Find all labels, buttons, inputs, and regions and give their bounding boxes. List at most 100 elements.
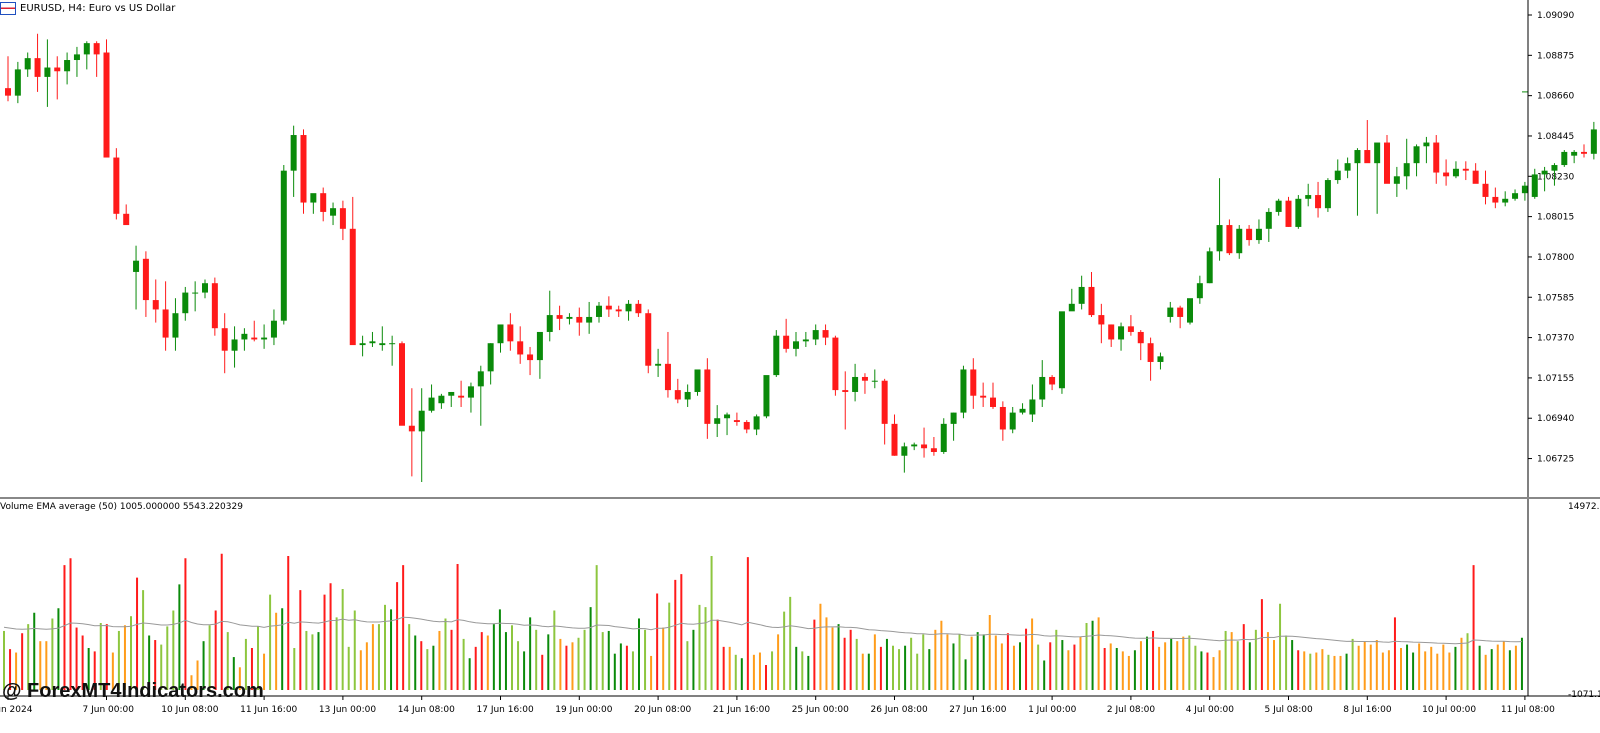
candle-body bbox=[891, 423, 898, 456]
watermark: @ ForexMT4Indicators.com bbox=[2, 680, 264, 702]
candle-body bbox=[861, 376, 868, 381]
candle bbox=[586, 301, 593, 334]
candle bbox=[14, 61, 21, 104]
candle-body bbox=[467, 386, 474, 398]
candle bbox=[517, 326, 524, 364]
candle bbox=[349, 196, 356, 346]
candle-body bbox=[93, 43, 100, 55]
candle-body bbox=[921, 444, 928, 449]
candle-body bbox=[73, 54, 80, 61]
candle bbox=[645, 309, 652, 374]
candle bbox=[793, 331, 799, 357]
candle-body bbox=[448, 391, 455, 396]
candle-body bbox=[1324, 180, 1331, 209]
candle-body bbox=[1472, 170, 1479, 184]
candle-body bbox=[172, 313, 179, 338]
candle-body bbox=[1068, 303, 1075, 312]
candle-body bbox=[615, 309, 622, 312]
candle bbox=[1177, 305, 1184, 329]
candle bbox=[615, 305, 622, 317]
candle-body bbox=[64, 60, 71, 72]
candle bbox=[1551, 163, 1558, 186]
candle bbox=[1571, 150, 1578, 164]
candle bbox=[428, 384, 435, 413]
candle-body bbox=[1226, 225, 1233, 254]
candle bbox=[970, 358, 977, 409]
time-tick-label: 11 Jun 16:00 bbox=[240, 705, 297, 715]
candle bbox=[605, 296, 612, 317]
candle bbox=[1334, 159, 1341, 184]
time-tick-label: 10 Jul 00:00 bbox=[1422, 705, 1476, 715]
indicator-scale-bottom: -1071.19 bbox=[1568, 690, 1600, 700]
candle-body bbox=[438, 395, 445, 404]
candle bbox=[556, 305, 563, 331]
candle bbox=[871, 369, 878, 389]
chart-window-icon[interactable] bbox=[0, 2, 16, 15]
candle bbox=[1561, 150, 1568, 167]
candle bbox=[221, 313, 228, 374]
candle-body bbox=[320, 193, 327, 212]
candle bbox=[24, 52, 31, 77]
candle bbox=[1305, 183, 1312, 207]
candle-body bbox=[763, 375, 770, 417]
candle bbox=[842, 371, 849, 430]
candle bbox=[655, 348, 662, 377]
pane-separator bbox=[0, 497, 1600, 499]
candle-body bbox=[1108, 324, 1115, 340]
candle-body bbox=[645, 313, 652, 366]
candle bbox=[1590, 121, 1597, 160]
candle bbox=[251, 320, 258, 342]
candle bbox=[1452, 161, 1459, 179]
candle-body bbox=[911, 444, 918, 447]
candle bbox=[743, 420, 750, 434]
candle bbox=[1502, 191, 1509, 207]
candle-body bbox=[310, 193, 317, 203]
candle bbox=[399, 341, 405, 426]
candle-body bbox=[960, 369, 967, 413]
candle bbox=[458, 380, 465, 407]
candle-body bbox=[1433, 142, 1440, 173]
candle bbox=[73, 46, 80, 77]
candle-body bbox=[1029, 399, 1036, 415]
candle bbox=[448, 391, 455, 407]
candle-body bbox=[596, 305, 602, 317]
candle-body bbox=[1443, 172, 1450, 177]
candle-body bbox=[202, 283, 208, 293]
candle bbox=[546, 290, 553, 342]
candle bbox=[1226, 219, 1233, 256]
candle bbox=[418, 388, 425, 482]
candle-body bbox=[1295, 198, 1302, 227]
time-tick-label: 14 Jun 08:00 bbox=[398, 705, 455, 715]
chart-title-bar: EURUSD, H4: Euro vs US Dollar bbox=[0, 2, 175, 15]
time-tick-label: 26 Jun 08:00 bbox=[871, 705, 928, 715]
candle bbox=[1462, 161, 1469, 181]
candle-body bbox=[1118, 326, 1125, 340]
candle-body bbox=[1452, 168, 1459, 177]
time-tick-label: 2 Jul 08:00 bbox=[1107, 705, 1156, 715]
candle-body bbox=[842, 390, 849, 392]
candle-body bbox=[192, 292, 199, 294]
candle-body bbox=[753, 416, 760, 430]
candle-body bbox=[566, 316, 573, 319]
candle-body bbox=[1590, 129, 1597, 154]
candle-body bbox=[1098, 315, 1105, 325]
candle bbox=[172, 298, 179, 351]
candle-body bbox=[950, 412, 957, 424]
candle bbox=[1216, 178, 1223, 261]
candle bbox=[202, 279, 208, 299]
candle-body bbox=[576, 316, 583, 323]
candle bbox=[142, 251, 149, 317]
candle-body bbox=[330, 208, 337, 216]
candle bbox=[1521, 181, 1528, 201]
candle bbox=[1088, 271, 1095, 317]
candle-body bbox=[251, 337, 258, 340]
candle-body bbox=[458, 395, 465, 398]
candle bbox=[1029, 384, 1036, 422]
candle-body bbox=[1058, 311, 1065, 389]
candle bbox=[310, 193, 317, 214]
candle bbox=[330, 202, 337, 226]
candle-body bbox=[487, 343, 494, 372]
candle bbox=[1098, 303, 1105, 344]
candle-body bbox=[1088, 286, 1095, 316]
